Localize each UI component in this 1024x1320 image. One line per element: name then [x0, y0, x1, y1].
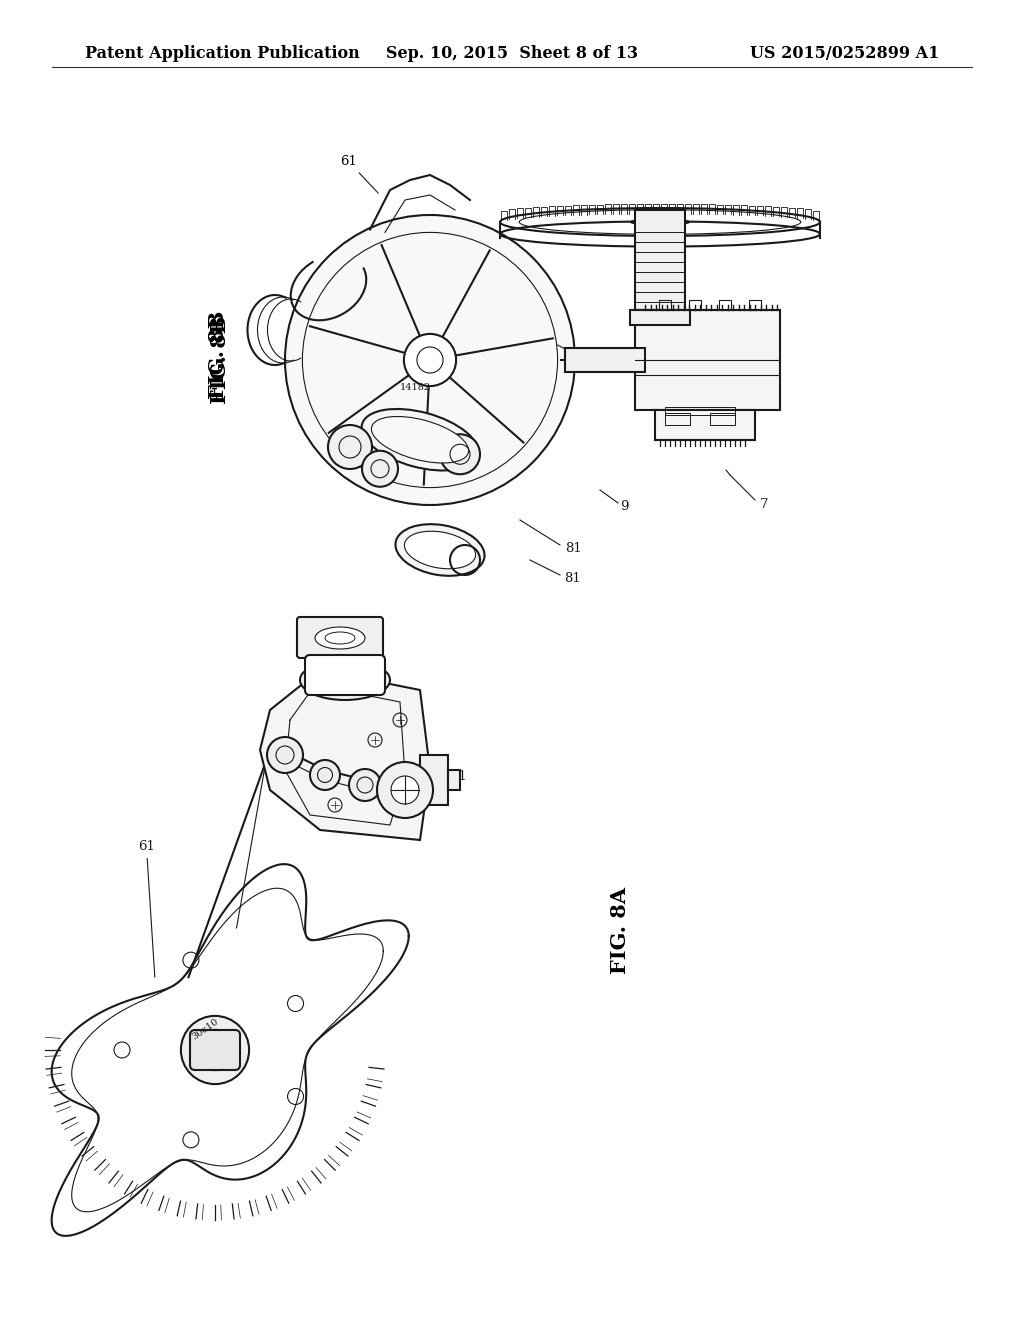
FancyBboxPatch shape — [630, 310, 690, 325]
Text: Sep. 10, 2015  Sheet 8 of 13: Sep. 10, 2015 Sheet 8 of 13 — [386, 45, 638, 62]
Text: 81: 81 — [565, 543, 582, 554]
Ellipse shape — [404, 531, 475, 569]
Circle shape — [181, 1016, 249, 1084]
Circle shape — [403, 334, 456, 385]
Text: 81: 81 — [564, 572, 581, 585]
Text: FIG. 8B: FIG. 8B — [210, 315, 230, 404]
Circle shape — [417, 347, 443, 374]
Circle shape — [377, 762, 433, 818]
Bar — [635, 310, 780, 411]
Text: FIG. 8A: FIG. 8A — [610, 887, 630, 974]
Text: 61: 61 — [138, 840, 155, 977]
Text: 30c10: 30c10 — [190, 1018, 220, 1041]
Text: 7: 7 — [760, 498, 768, 511]
Circle shape — [328, 425, 372, 469]
Circle shape — [310, 760, 340, 789]
Bar — [655, 411, 755, 440]
FancyBboxPatch shape — [297, 616, 383, 657]
Ellipse shape — [372, 417, 469, 463]
Text: 14182: 14182 — [400, 383, 431, 392]
Circle shape — [391, 776, 419, 804]
Text: 9: 9 — [620, 500, 629, 513]
Ellipse shape — [631, 219, 689, 224]
Circle shape — [362, 450, 398, 487]
Ellipse shape — [361, 409, 478, 470]
Circle shape — [285, 215, 575, 506]
Bar — [420, 755, 449, 805]
Text: 61: 61 — [340, 154, 378, 193]
FancyBboxPatch shape — [305, 655, 385, 696]
Text: 81: 81 — [383, 770, 467, 783]
Text: US 2015/0252899 A1: US 2015/0252899 A1 — [750, 45, 939, 62]
Circle shape — [267, 737, 303, 774]
Ellipse shape — [300, 660, 390, 700]
Text: Patent Application Publication: Patent Application Publication — [85, 45, 359, 62]
Polygon shape — [260, 671, 430, 840]
Ellipse shape — [315, 627, 365, 649]
Ellipse shape — [395, 524, 484, 576]
Ellipse shape — [310, 667, 380, 694]
FancyBboxPatch shape — [635, 210, 685, 310]
Text: FIG. 8B: FIG. 8B — [208, 310, 228, 399]
FancyBboxPatch shape — [190, 1030, 240, 1071]
Bar — [710, 413, 735, 425]
Circle shape — [440, 434, 480, 474]
Bar — [665, 407, 735, 414]
Bar — [449, 770, 460, 789]
Circle shape — [195, 1030, 236, 1071]
Bar — [565, 348, 645, 372]
Circle shape — [349, 770, 381, 801]
Bar — [665, 413, 690, 425]
